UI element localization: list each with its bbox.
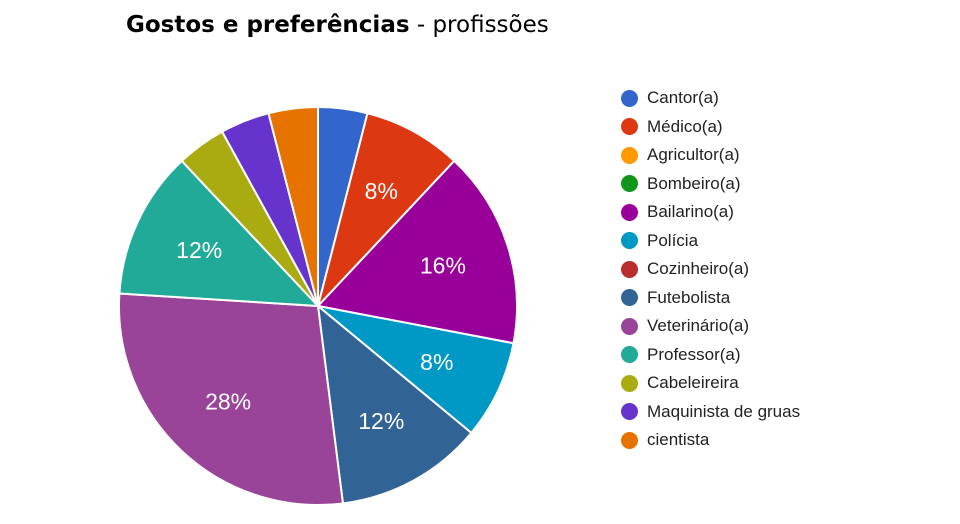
- legend-label: Futebolista: [647, 287, 731, 307]
- legend-swatch: [621, 118, 638, 136]
- legend-item-maquinista-de-gruas[interactable]: Maquinista de gruas: [621, 398, 800, 427]
- legend-swatch: [621, 146, 638, 164]
- legend-label: Agricultor(a): [647, 145, 740, 165]
- legend-item-professor-a[interactable]: Professor(a): [621, 341, 800, 370]
- chart-subtitle: profissões: [432, 12, 549, 38]
- pie-slice-futebolista[interactable]: [317, 305, 473, 505]
- chart-title-separator: -: [409, 12, 433, 38]
- legend-label: Veterinário(a): [647, 316, 750, 336]
- slice-label-medico-a: 8%: [365, 178, 398, 204]
- slice-label-veterinario-a: 28%: [205, 389, 251, 415]
- legend-item-policia[interactable]: Polícia: [621, 227, 800, 256]
- legend-swatch: [621, 431, 638, 449]
- pie-slice-veterinario-a[interactable]: [117, 292, 344, 506]
- legend-swatch: [621, 374, 638, 392]
- pie-slice-professor-a[interactable]: [118, 159, 319, 307]
- chart-title: Gostos e preferências - profissões: [126, 12, 549, 38]
- legend-label: Professor(a): [647, 344, 741, 364]
- legend-label: Maquinista de gruas: [647, 401, 801, 421]
- slice-label-bailarino-a: 16%: [420, 252, 466, 278]
- legend-item-cientista[interactable]: cientista: [621, 426, 800, 455]
- legend-item-cozinheiro-a[interactable]: Cozinheiro(a): [621, 255, 800, 284]
- legend-swatch: [621, 317, 638, 335]
- slice-label-professor-a: 12%: [176, 237, 222, 263]
- pie-slice-policia[interactable]: [317, 305, 515, 434]
- legend-label: Médico(a): [647, 116, 723, 136]
- legend-item-bailarino-a[interactable]: Bailarino(a): [621, 198, 800, 227]
- legend-swatch: [621, 260, 638, 278]
- legend-item-agricultor-a[interactable]: Agricultor(a): [621, 141, 800, 170]
- legend-label: cientista: [647, 430, 710, 450]
- pie-slice-bailarino-a[interactable]: [317, 159, 518, 345]
- legend-swatch: [621, 289, 638, 307]
- legend-label: Bailarino(a): [647, 202, 734, 222]
- legend-label: Bombeiro(a): [647, 173, 741, 193]
- legend-swatch: [621, 403, 638, 421]
- legend-swatch: [621, 175, 638, 193]
- legend-item-veterinario-a[interactable]: Veterinário(a): [621, 312, 800, 341]
- chart-legend: Cantor(a) Médico(a) Agricultor(a) Bombeiro(…: [621, 84, 800, 455]
- legend-label: Cabeleireira: [647, 373, 739, 393]
- legend-swatch: [621, 89, 638, 107]
- legend-swatch: [621, 203, 638, 221]
- chart-title-main: Gostos e preferências: [126, 12, 410, 38]
- slice-label-policia: 8%: [420, 349, 453, 375]
- legend-item-futebolista[interactable]: Futebolista: [621, 284, 800, 313]
- pie-slice-medico-a[interactable]: [317, 112, 456, 307]
- legend-item-cantor-a[interactable]: Cantor(a): [621, 84, 800, 113]
- legend-label: Cozinheiro(a): [647, 259, 750, 279]
- legend-item-medico-a[interactable]: Médico(a): [621, 113, 800, 142]
- legend-swatch: [621, 232, 638, 250]
- pie-slice-cientista[interactable]: [267, 106, 319, 307]
- slice-label-futebolista: 12%: [358, 408, 404, 434]
- legend-swatch: [621, 346, 638, 364]
- legend-item-bombeiro-a[interactable]: Bombeiro(a): [621, 170, 800, 199]
- legend-label: Polícia: [647, 230, 699, 250]
- legend-label: Cantor(a): [647, 88, 719, 108]
- legend-item-cabeleireira[interactable]: Cabeleireira: [621, 369, 800, 398]
